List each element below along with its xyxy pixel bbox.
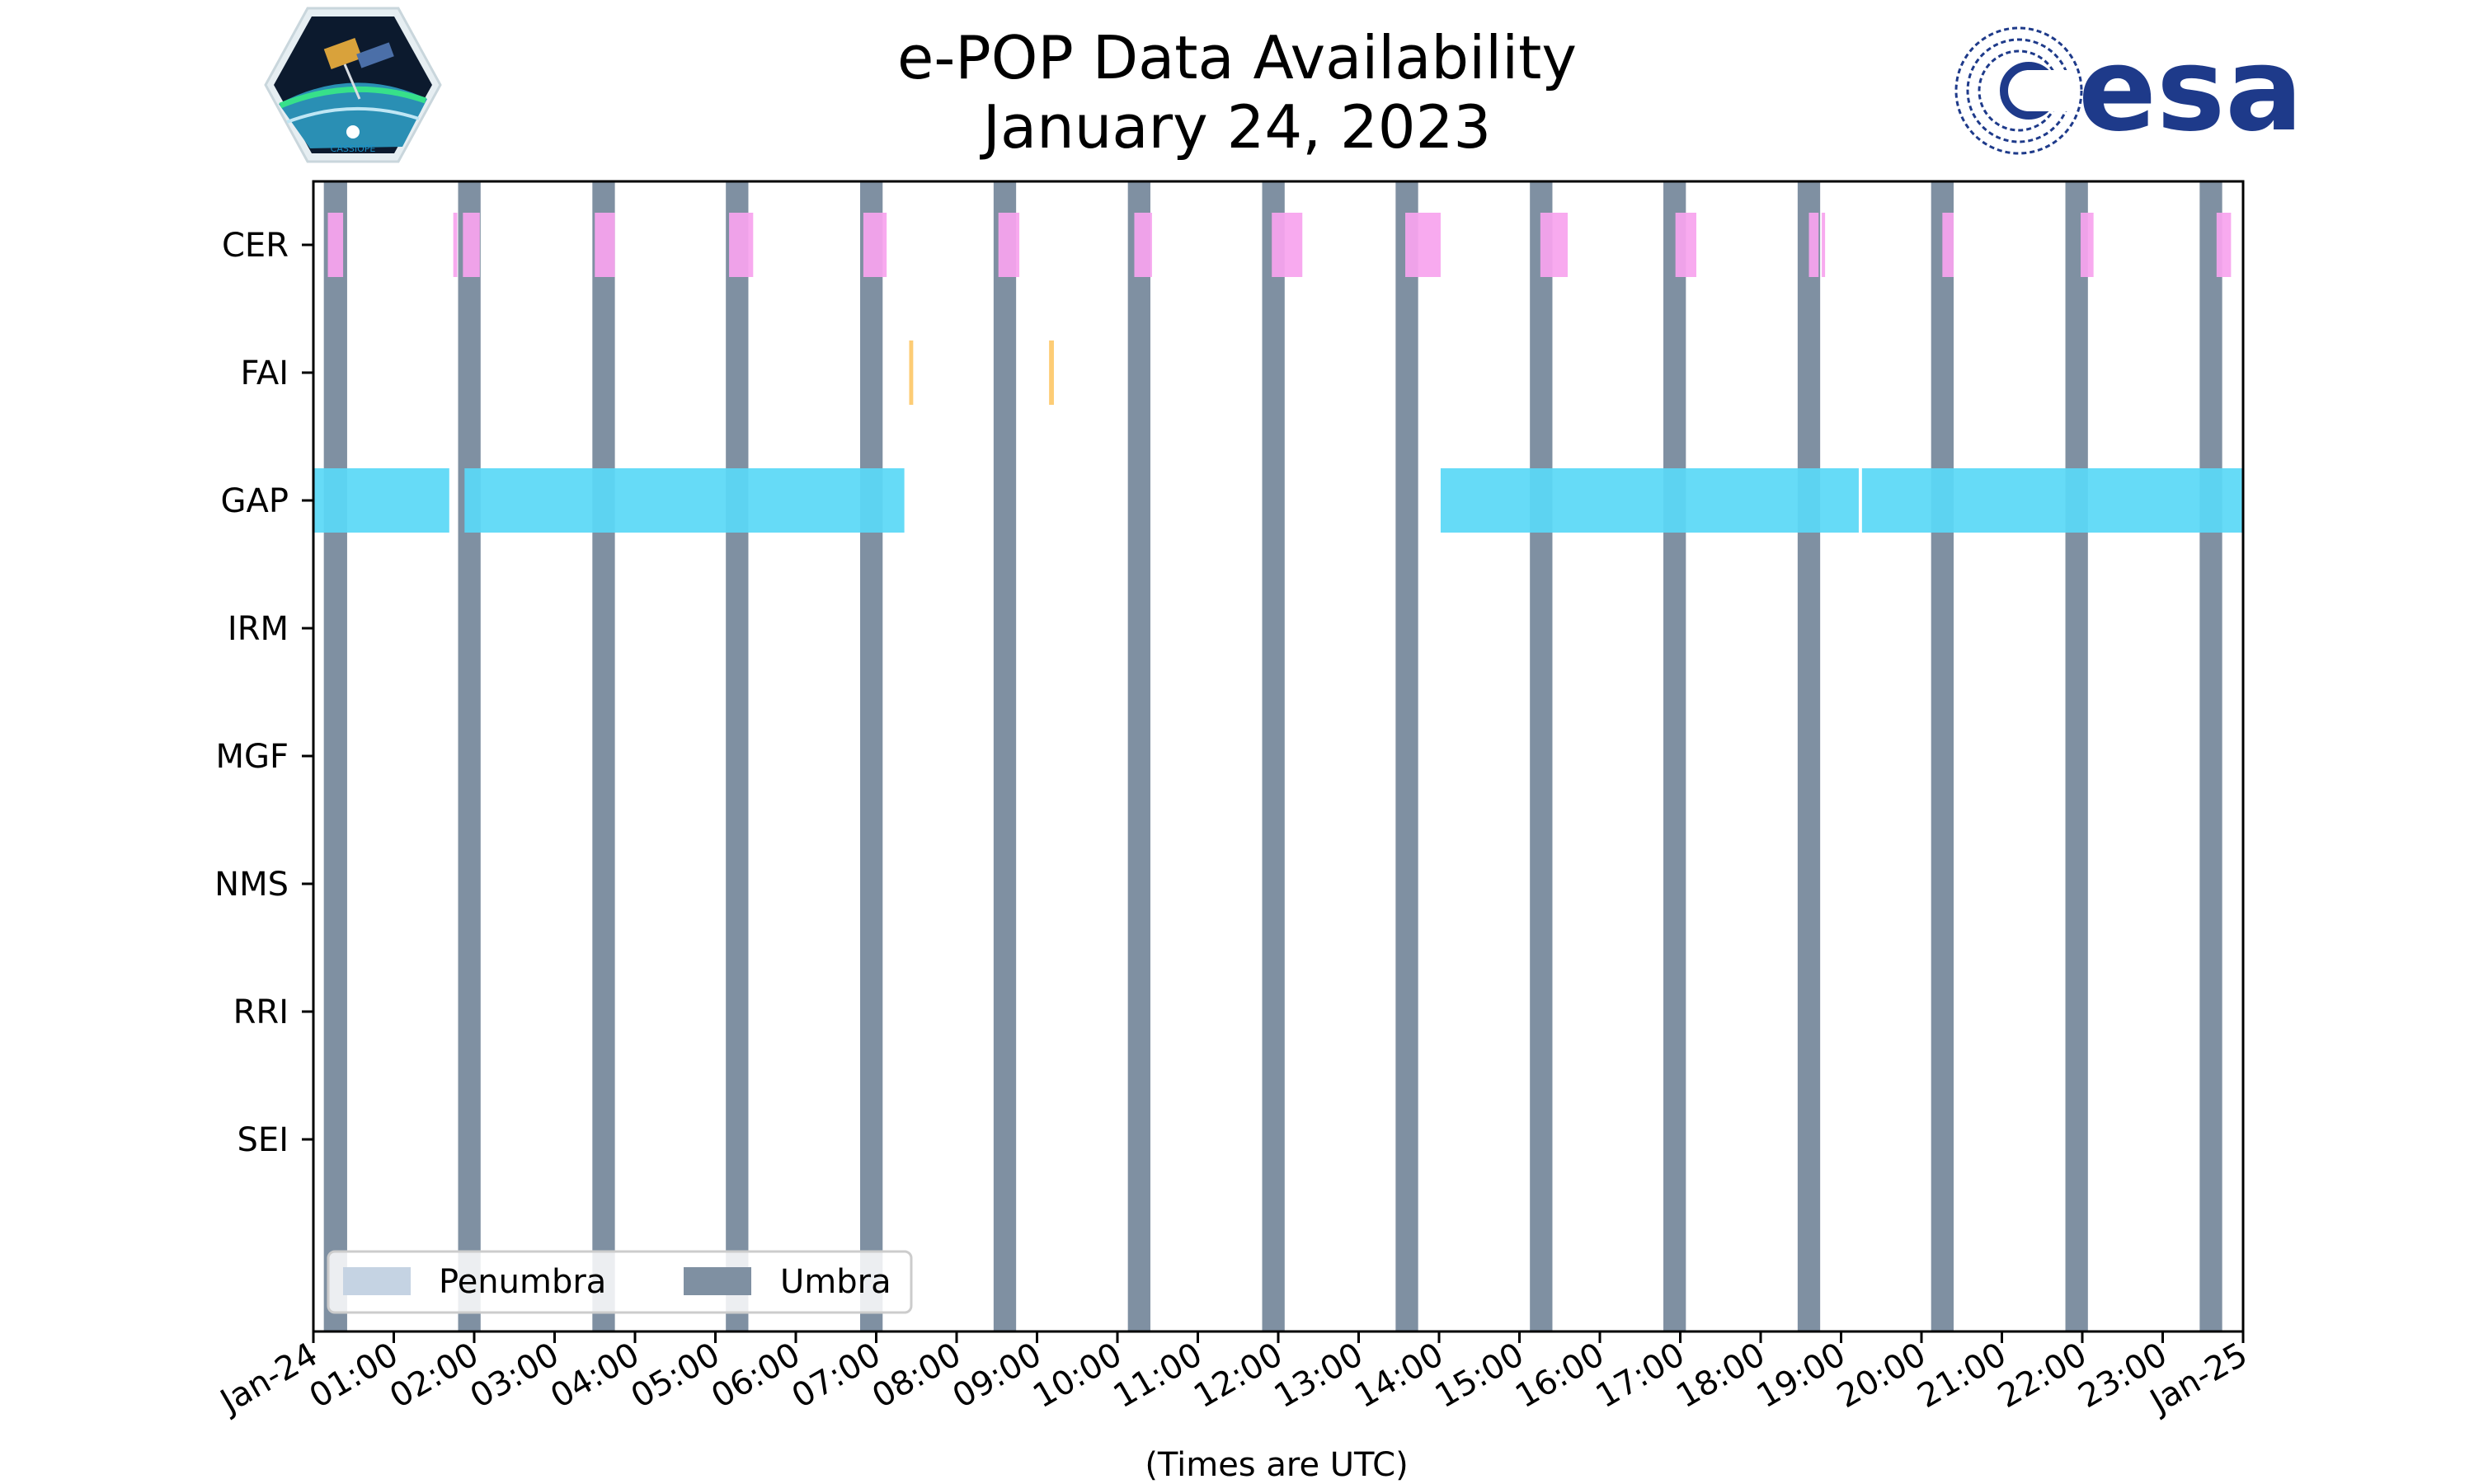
umbra-band-1	[458, 181, 481, 1331]
esa-logo: esa	[1954, 23, 2303, 157]
umbra-band-14	[2199, 181, 2222, 1331]
legend-box	[327, 1250, 913, 1314]
umbra-band-5	[993, 181, 1017, 1331]
cer-bar-8	[1272, 213, 1303, 277]
gap-bar-2	[1440, 468, 1859, 533]
x-tick-label-13: 13:00	[1268, 1336, 1370, 1416]
data-bars	[313, 213, 2243, 533]
gap-bar-3	[1861, 468, 2243, 533]
umbra-band-11	[1797, 181, 1821, 1331]
chart-title: e-POP Data Availability	[897, 23, 1577, 92]
cer-bar-12	[1808, 213, 1819, 277]
y-tick-label-cer: CER	[222, 227, 289, 265]
cer-bar-11	[1675, 213, 1696, 277]
cer-bar-16	[2216, 213, 2232, 277]
x-tick-label-9: 09:00	[947, 1336, 1048, 1416]
umbra-band-2	[592, 181, 615, 1331]
aurora-icon	[279, 86, 427, 109]
umbra-band-13	[2065, 181, 2088, 1331]
emblem-icon	[346, 125, 360, 139]
x-axis: Jan-2401:0002:0003:0004:0005:0006:0007:0…	[212, 1331, 2254, 1422]
cer-bar-7	[1134, 213, 1152, 277]
cer-bar-15	[2081, 213, 2094, 277]
x-tick-label-17: 17:00	[1590, 1336, 1691, 1416]
legend-umbra-swatch	[684, 1267, 751, 1295]
x-tick-label-18: 18:00	[1670, 1336, 1771, 1416]
cer-bar-0	[327, 213, 344, 277]
x-tick-label-20: 20:00	[1831, 1336, 1932, 1416]
umbra-band-4	[860, 181, 883, 1331]
umbra-band-6	[1127, 181, 1150, 1331]
umbra-band-7	[1262, 181, 1285, 1331]
gap-bar-1	[464, 468, 905, 533]
umbra-band-8	[1395, 181, 1418, 1331]
fai-bar-1	[1049, 340, 1054, 405]
cer-bar-3	[595, 213, 615, 277]
y-tick-label-nms: NMS	[214, 866, 289, 904]
x-tick-label-5: 05:00	[625, 1336, 727, 1416]
y-tick-label-mgf: MGF	[215, 738, 289, 776]
umbra-bands	[323, 181, 2222, 1331]
x-tick-label-8: 08:00	[866, 1336, 967, 1416]
esa-wordmark: esa	[2078, 23, 2303, 157]
umbra-band-10	[1663, 181, 1686, 1331]
y-tick-label-sei: SEI	[238, 1121, 289, 1159]
gap-bar-0	[313, 468, 449, 533]
x-tick-label-7: 07:00	[786, 1336, 887, 1416]
cassiope-text: CASSIOPE	[331, 143, 376, 154]
cer-bar-1	[453, 213, 458, 277]
x-tick-label-0: Jan-24	[212, 1336, 324, 1422]
legend-umbra-label: Umbra	[780, 1263, 891, 1301]
cer-bar-14	[1942, 213, 1954, 277]
x-tick-label-11: 11:00	[1108, 1336, 1209, 1416]
cassiope-logo: CASSIOPE	[264, 7, 442, 163]
umbra-band-12	[1931, 181, 1954, 1331]
y-tick-label-irm: IRM	[228, 610, 289, 648]
x-tick-label-19: 19:00	[1751, 1336, 1852, 1416]
x-tick-label-1: 01:00	[303, 1336, 405, 1416]
x-tick-label-2: 02:00	[383, 1336, 485, 1416]
umbra-band-3	[726, 181, 749, 1331]
y-tick-label-fai: FAI	[241, 355, 289, 392]
x-tick-label-12: 12:00	[1188, 1336, 1289, 1416]
x-tick-label-16: 16:00	[1509, 1336, 1611, 1416]
legend-penumbra-label: Penumbra	[439, 1263, 606, 1301]
earth-icon	[279, 82, 427, 148]
cer-bar-6	[998, 213, 1020, 277]
cer-bar-9	[1405, 213, 1441, 277]
cer-bar-13	[1822, 213, 1826, 277]
cer-bar-5	[863, 213, 887, 277]
legend-penumbra-swatch	[343, 1267, 411, 1295]
orbit-line	[286, 106, 420, 124]
cer-bar-2	[463, 213, 480, 277]
y-tick-label-rri: RRI	[233, 993, 289, 1031]
x-tick-label-22: 22:00	[1992, 1336, 2093, 1416]
esa-swirl-gap	[2027, 70, 2077, 111]
satellite-icon	[323, 37, 394, 100]
legend: Penumbra Umbra	[327, 1250, 913, 1314]
cer-bar-4	[729, 213, 754, 277]
umbra-band-9	[1530, 181, 1553, 1331]
x-tick-label-21: 21:00	[1912, 1336, 2013, 1416]
x-tick-label-15: 15:00	[1429, 1336, 1531, 1416]
cer-bar-10	[1540, 213, 1568, 277]
y-axis: CER FAI GAP IRM MGF NMS RRI SEI	[214, 227, 313, 1159]
umbra-band-0	[323, 181, 347, 1331]
fai-bar-0	[909, 340, 914, 405]
x-tick-label-4: 04:00	[544, 1336, 646, 1416]
x-tick-label-14: 14:00	[1348, 1336, 1450, 1416]
x-tick-label-10: 10:00	[1027, 1336, 1128, 1416]
chart-subtitle: January 24, 2023	[982, 92, 1492, 162]
x-tick-label-3: 03:00	[464, 1336, 566, 1416]
x-axis-label: (Times are UTC)	[1145, 1446, 1408, 1484]
y-tick-label-gap: GAP	[221, 482, 289, 520]
x-tick-label-6: 06:00	[705, 1336, 807, 1416]
